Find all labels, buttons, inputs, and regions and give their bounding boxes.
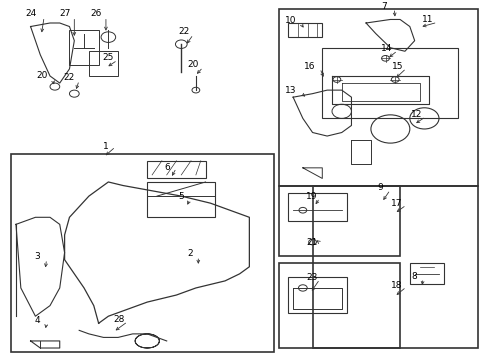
Bar [278, 9, 477, 185]
Text: 22: 22 [178, 27, 189, 36]
Text: 15: 15 [391, 62, 403, 71]
Text: 2: 2 [187, 249, 192, 258]
Text: 28: 28 [113, 315, 124, 324]
Text: 25: 25 [102, 53, 114, 62]
Bar [287, 193, 346, 221]
Text: 1: 1 [103, 142, 108, 151]
Bar [147, 161, 205, 179]
Text: 8: 8 [411, 272, 417, 281]
Text: 9: 9 [377, 184, 383, 193]
Text: 13: 13 [285, 86, 296, 95]
Bar [11, 154, 273, 352]
Bar [89, 51, 118, 76]
Text: 4: 4 [34, 316, 40, 325]
Bar [278, 263, 399, 348]
Text: 21: 21 [305, 238, 317, 247]
Text: 19: 19 [305, 192, 317, 201]
Bar [287, 23, 322, 37]
Text: 27: 27 [59, 9, 70, 18]
Bar [312, 185, 477, 348]
Text: 11: 11 [421, 15, 432, 24]
Text: 16: 16 [304, 62, 315, 71]
Bar [147, 182, 215, 217]
Bar [278, 185, 399, 256]
Text: 20: 20 [187, 60, 199, 69]
Bar [409, 263, 443, 284]
Text: 26: 26 [90, 9, 102, 18]
Text: 23: 23 [305, 273, 317, 282]
Text: 20: 20 [36, 72, 47, 81]
Text: 5: 5 [178, 192, 184, 201]
Bar [322, 48, 458, 118]
Text: 14: 14 [381, 44, 392, 53]
Text: 24: 24 [25, 9, 36, 18]
Text: 7: 7 [381, 1, 386, 10]
Text: 6: 6 [164, 163, 170, 172]
Bar [69, 30, 99, 66]
Text: 12: 12 [410, 110, 422, 119]
Bar [287, 277, 346, 313]
Text: 10: 10 [285, 16, 296, 25]
Text: 18: 18 [390, 281, 402, 290]
Text: 17: 17 [390, 199, 402, 208]
Text: 22: 22 [64, 73, 75, 82]
Text: 3: 3 [34, 252, 40, 261]
